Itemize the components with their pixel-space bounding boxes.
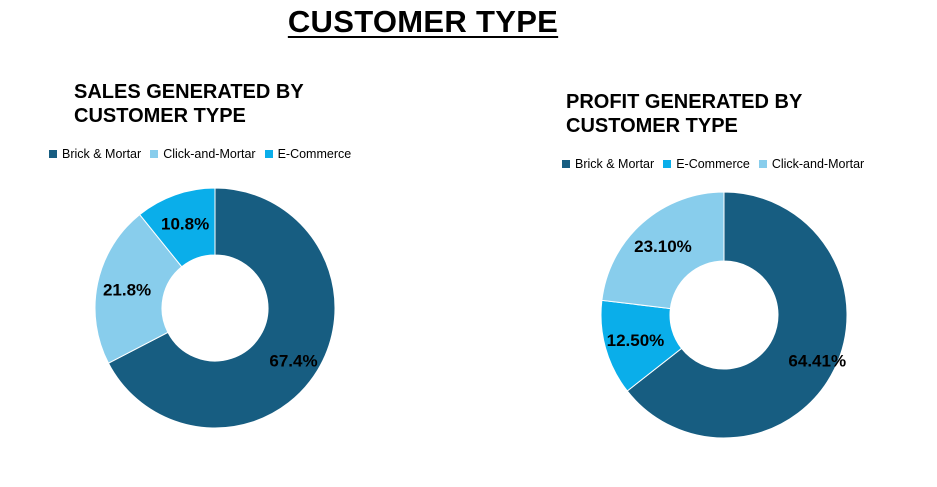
profit-legend-item-brick-and-mortar: Brick & Mortar (562, 157, 654, 171)
sales-data-label-brick-and-mortar: 67.4% (269, 352, 317, 371)
sales-slice-click-and-mortar (94, 213, 183, 364)
profit-chart-title-line-1: PROFIT GENERATED BY (566, 91, 803, 113)
sales-legend-label: Brick & Mortar (62, 147, 142, 161)
sales-legend-swatch (49, 150, 57, 158)
sales-slice-e-commerce (138, 187, 216, 268)
sales-chart-title: SALES GENERATED BY CUSTOMER TYPE (74, 80, 374, 128)
profit-slice-brick-and-mortar (626, 191, 848, 439)
profit-data-label-brick-and-mortar: 64.41% (788, 351, 846, 370)
profit-chart-legend: Brick & Mortar E-Commerce Click-and-Mortar (562, 157, 873, 171)
profit-legend-swatch (663, 160, 672, 168)
profit-slice-click-and-mortar (601, 191, 725, 310)
profit-data-label-click-and-mortar: 23.10% (634, 237, 692, 256)
profit-legend-swatch (562, 160, 570, 168)
sales-chart-legend: Brick & Mortar Click-and-Mortar E-Commerce (49, 147, 360, 161)
profit-chart-title-line-2: CUSTOMER TYPE (566, 115, 738, 137)
profit-legend-label: E-Commerce (676, 157, 750, 171)
sales-legend-item-brick-and-mortar: Brick & Mortar (49, 147, 141, 161)
sales-slice-brick-and-mortar (107, 187, 336, 429)
sales-legend-label: Click-and-Mortar (163, 147, 256, 161)
sales-data-label-click-and-mortar: 21.8% (103, 281, 151, 300)
profit-legend-swatch (758, 160, 767, 168)
sales-legend-item-click-and-mortar: Click-and-Mortar (150, 147, 256, 161)
page-title: CUSTOMER TYPE (287, 4, 559, 39)
sales-legend-swatch (150, 150, 159, 158)
profit-legend-label: Brick & Mortar (575, 157, 655, 171)
profit-chart-title: PROFIT GENERATED BY CUSTOMER TYPE (566, 90, 866, 138)
sales-legend-swatch (264, 150, 273, 158)
sales-chart-title-line-2: CUSTOMER TYPE (74, 105, 246, 127)
sales-data-label-e-commerce: 10.8% (161, 214, 209, 233)
profit-legend-item-click-and-mortar: Click-and-Mortar (758, 157, 865, 171)
sales-legend-label: E-Commerce (277, 147, 352, 161)
profit-legend-item-e-commerce: E-Commerce (663, 157, 750, 171)
sales-chart-title-line-1: SALES GENERATED BY (74, 81, 304, 103)
sales-legend-item-e-commerce: E-Commerce (264, 147, 352, 161)
profit-legend-label: Click-and-Mortar (771, 157, 865, 171)
profit-data-label-e-commerce: 12.50% (607, 331, 665, 350)
